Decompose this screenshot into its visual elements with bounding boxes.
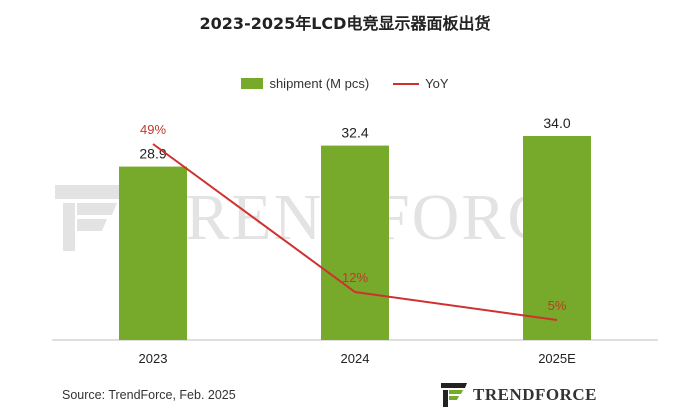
legend-item-shipment: shipment (M pcs) bbox=[241, 76, 369, 91]
legend-item-yoy: YoY bbox=[393, 76, 449, 91]
x-tick-label-2025E: 2025E bbox=[538, 351, 576, 366]
source-note: Source: TrendForce, Feb. 2025 bbox=[62, 388, 236, 402]
bar-value-label-2025E: 34.0 bbox=[543, 115, 570, 131]
bar-2025E bbox=[523, 136, 591, 340]
x-tick-label-2024: 2024 bbox=[341, 351, 370, 366]
legend-label-yoy: YoY bbox=[425, 76, 449, 91]
bar-value-label-2024: 32.4 bbox=[341, 125, 368, 141]
trendforce-logo-icon bbox=[441, 383, 467, 407]
x-tick-label-2023: 2023 bbox=[139, 351, 168, 366]
brand-text: TRENDFORCE bbox=[473, 385, 598, 404]
yoy-value-label-2024: 12% bbox=[342, 270, 368, 285]
trendforce-brand: TRENDFORCE bbox=[441, 383, 597, 407]
legend-swatch-bar bbox=[241, 78, 264, 89]
trendforce-logo-icon bbox=[55, 185, 131, 251]
legend-swatch-line bbox=[393, 82, 420, 85]
bar-2024 bbox=[321, 145, 389, 340]
chart-title: 2023-2025年LCD电竞显示器面板出货 bbox=[199, 14, 491, 33]
bar-2023 bbox=[119, 166, 187, 340]
legend-label-shipment: shipment (M pcs) bbox=[269, 76, 370, 91]
chart-legend: shipment (M pcs) YoY bbox=[0, 76, 690, 91]
bar-value-label-2023: 28.9 bbox=[139, 146, 166, 162]
yoy-value-label-2025E: 5% bbox=[548, 298, 567, 313]
yoy-value-label-2023: 49% bbox=[140, 122, 166, 137]
